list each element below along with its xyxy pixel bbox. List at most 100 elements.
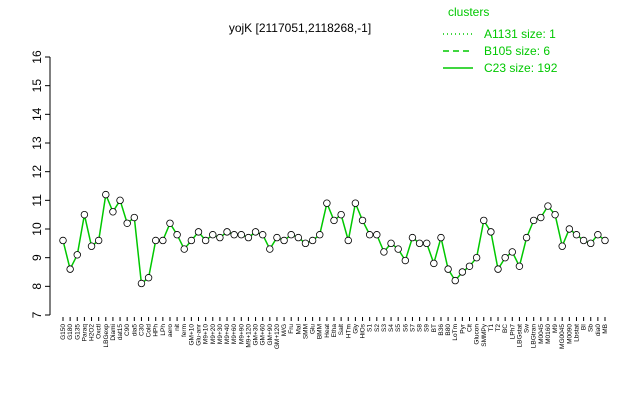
x-tick-label: GM+10 bbox=[188, 324, 195, 346]
data-point bbox=[544, 202, 552, 210]
data-point bbox=[551, 210, 559, 219]
data-point bbox=[508, 248, 516, 256]
data-point bbox=[80, 210, 89, 219]
x-tick-label: S8 bbox=[417, 324, 424, 332]
data-point bbox=[337, 210, 345, 219]
x-tick-label: Diami bbox=[110, 324, 117, 341]
data-point bbox=[159, 236, 167, 245]
data-point bbox=[465, 262, 474, 270]
x-tick-label: M9+30 bbox=[217, 324, 224, 344]
x-tick-label: B36 bbox=[438, 324, 445, 336]
data-point bbox=[472, 253, 481, 262]
data-point bbox=[401, 256, 410, 265]
data-point bbox=[330, 216, 338, 225]
x-tick-label: Sw bbox=[524, 324, 531, 333]
data-point bbox=[287, 231, 295, 239]
x-tick-label: S9 bbox=[424, 324, 431, 332]
x-tick-label: S5 bbox=[395, 324, 402, 332]
x-tick-label: M9+90 bbox=[238, 324, 245, 344]
data-point bbox=[487, 228, 495, 236]
y-tick-label: 11 bbox=[30, 194, 44, 207]
x-tick-label: B80 bbox=[445, 324, 452, 336]
x-tick-label: GM+120 bbox=[274, 324, 281, 349]
data-point bbox=[59, 236, 67, 245]
x-tick-label: M9+40 bbox=[224, 324, 231, 344]
x-tick-label: C90 bbox=[124, 324, 131, 336]
x-tick-label: S3 bbox=[381, 324, 388, 332]
data-point bbox=[415, 239, 424, 248]
data-point bbox=[423, 239, 431, 248]
x-tick-label: T1 bbox=[488, 324, 495, 332]
data-point bbox=[301, 239, 310, 248]
data-point bbox=[323, 199, 331, 207]
x-tick-label: Pyr bbox=[459, 323, 466, 334]
x-tick-label: M9+60 bbox=[231, 324, 238, 344]
x-tick-label: M/G bbox=[281, 324, 288, 336]
data-point bbox=[529, 216, 538, 225]
x-tick-label: G180 bbox=[67, 324, 74, 340]
data-point bbox=[358, 216, 367, 225]
data-point bbox=[451, 276, 459, 285]
data-point bbox=[308, 236, 317, 245]
x-tick-label: HPh bbox=[153, 324, 160, 337]
data-point bbox=[130, 213, 139, 222]
data-point bbox=[87, 242, 96, 250]
x-tick-label: Fru bbox=[288, 324, 295, 334]
x-tick-label: Glu bbox=[310, 324, 317, 335]
data-point bbox=[601, 236, 609, 245]
data-point bbox=[123, 219, 131, 227]
x-tick-label: S7 bbox=[409, 324, 416, 332]
x-tick-label: C30 bbox=[138, 324, 145, 336]
data-point bbox=[316, 231, 324, 239]
y-tick-label: 9 bbox=[30, 254, 44, 261]
y-tick-label: 14 bbox=[30, 107, 44, 121]
x-tick-label: Cold bbox=[146, 324, 153, 338]
y-tick-label: 8 bbox=[30, 283, 44, 290]
chart-title: yojK [2117051,2118268,-1] bbox=[229, 21, 371, 35]
data-point bbox=[344, 236, 352, 245]
x-tick-label: MB bbox=[602, 324, 609, 334]
y-tick-label: 16 bbox=[30, 50, 44, 64]
data-point bbox=[351, 199, 360, 207]
x-tick-label: BMM bbox=[317, 324, 324, 339]
x-tick-label: HiOs bbox=[360, 323, 367, 338]
data-point bbox=[209, 231, 217, 239]
data-point bbox=[166, 219, 174, 227]
x-tick-label: Sb bbox=[588, 324, 595, 332]
x-tick-label: HTm bbox=[345, 324, 352, 338]
x-tick-label: Salt bbox=[338, 324, 345, 335]
x-tick-label: Glucon bbox=[474, 324, 481, 345]
x-tick-label: M9 bbox=[552, 324, 559, 333]
data-point bbox=[558, 242, 566, 250]
x-tick-label: Paraq bbox=[81, 324, 88, 342]
data-point bbox=[387, 239, 395, 248]
data-point bbox=[251, 228, 260, 236]
x-tick-label: ferm bbox=[181, 324, 188, 337]
data-point bbox=[230, 231, 238, 239]
x-tick-label: Heat bbox=[324, 324, 331, 338]
x-tick-label: MG0045 bbox=[559, 324, 566, 349]
x-tick-label: M9+20 bbox=[210, 324, 217, 344]
x-tick-label: SMMPy bbox=[481, 323, 488, 347]
data-point bbox=[579, 236, 588, 245]
x-tick-label: aero bbox=[167, 324, 174, 337]
legend-label: B105 size: 6 bbox=[484, 44, 550, 58]
data-point bbox=[266, 245, 274, 253]
data-point bbox=[180, 245, 188, 253]
data-point bbox=[273, 233, 281, 242]
x-tick-label: BT bbox=[431, 324, 438, 332]
data-point bbox=[522, 233, 531, 242]
y-tick-label: 10 bbox=[30, 222, 44, 236]
x-tick-label: M0160 bbox=[545, 324, 552, 344]
data-point bbox=[194, 228, 203, 236]
x-tick-label: T2 bbox=[495, 324, 502, 332]
x-tick-label: dia5 bbox=[131, 324, 138, 337]
x-tick-label: LBGexp bbox=[103, 324, 110, 348]
x-tick-label: nit bbox=[174, 324, 181, 331]
y-tick-label: 15 bbox=[30, 79, 44, 93]
data-point bbox=[480, 216, 488, 225]
x-tick-label: M0090 bbox=[566, 324, 573, 344]
x-tick-label: M9+10 bbox=[203, 324, 210, 344]
data-point bbox=[244, 233, 253, 242]
